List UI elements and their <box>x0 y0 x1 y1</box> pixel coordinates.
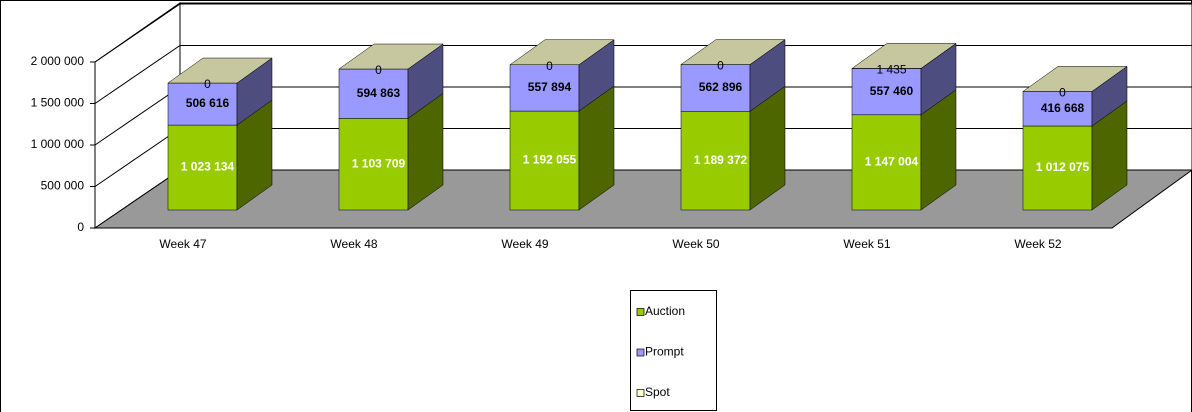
x-tick-label: Week 47 <box>159 237 206 251</box>
x-tick-label: Week 50 <box>672 237 719 251</box>
bar-segment <box>1022 125 1093 211</box>
data-label: 1 012 075 <box>1036 160 1090 174</box>
x-tick-label: Week 51 <box>843 237 890 251</box>
bar-segment <box>851 68 922 116</box>
bar-top <box>509 39 615 66</box>
data-label: 1 103 709 <box>352 156 406 170</box>
bar-segment <box>509 110 580 211</box>
bar-segment <box>338 118 409 211</box>
data-label: 557 460 <box>870 84 914 98</box>
y-tick-label: 500 000 <box>41 179 85 193</box>
legend-label: Auction <box>645 304 685 318</box>
bar-segment <box>680 64 751 112</box>
data-label: 594 863 <box>357 86 401 100</box>
data-label: 557 894 <box>528 80 572 94</box>
data-label: 0 <box>717 59 724 73</box>
bar-segment <box>1022 91 1093 127</box>
data-label: 1 189 372 <box>694 153 748 167</box>
bar-segment <box>338 68 409 119</box>
bar-segment <box>167 124 238 211</box>
data-label: 1 147 004 <box>865 155 919 169</box>
data-label: 562 896 <box>699 80 743 94</box>
y-tick-label: 0 <box>77 220 84 234</box>
bar-top <box>167 57 273 84</box>
legend-swatch <box>636 348 645 357</box>
legend-label: Prompt <box>645 345 684 359</box>
legend-swatch <box>636 308 645 316</box>
data-label: 0 <box>546 59 553 73</box>
bar-top <box>851 43 957 69</box>
y-tick-label: 1 500 000 <box>31 96 85 110</box>
data-label: 506 616 <box>186 96 230 110</box>
data-label: 0 <box>375 63 382 77</box>
x-tick-label: Week 52 <box>1014 237 1061 251</box>
y-tick-label: 1 000 000 <box>31 137 85 151</box>
grid-line <box>94 3 1192 63</box>
bar-top <box>338 43 444 70</box>
y-tick-label: 2 000 000 <box>31 54 85 68</box>
data-label: 0 <box>204 77 211 91</box>
bar-segment <box>167 82 238 126</box>
data-label: 1 192 055 <box>523 153 577 167</box>
grid-line <box>94 45 1192 104</box>
data-label: 1 023 134 <box>181 160 235 174</box>
legend-label: Spot <box>645 385 670 399</box>
bar-top <box>1022 66 1128 92</box>
x-tick-label: Week 49 <box>501 237 548 251</box>
data-label: 1 435 <box>876 63 906 77</box>
bar-segment <box>851 114 922 211</box>
bar-top <box>680 39 786 65</box>
bar-segment <box>509 64 580 112</box>
legend-box <box>630 290 717 411</box>
x-tick-label: Week 48 <box>330 237 377 251</box>
legend-swatch <box>636 389 645 397</box>
data-label: 0 <box>1059 86 1066 100</box>
data-label: 416 668 <box>1041 101 1085 115</box>
